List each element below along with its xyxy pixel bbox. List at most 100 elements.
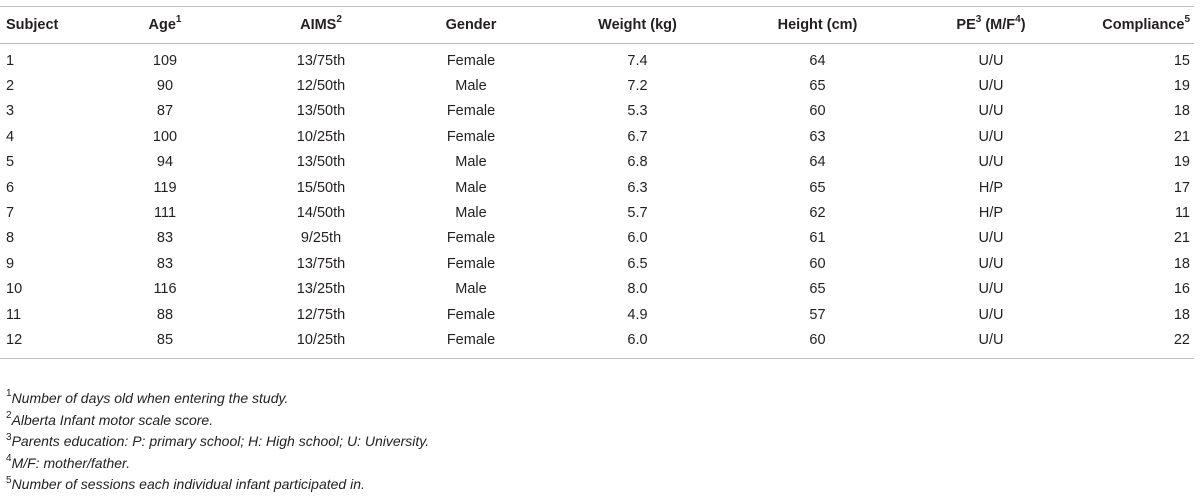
cell-compliance: 17 xyxy=(1173,179,1190,196)
cell-height: 64 xyxy=(809,52,826,69)
cell-compliance: 15 xyxy=(1173,52,1190,69)
cell-pe: U/U xyxy=(978,255,1004,272)
cell-aims: 14/50th xyxy=(296,205,346,222)
table-row: 6 119 15/50th Male 6.3 65 H/P 17 xyxy=(0,175,1194,200)
table-row: 9 83 13/75th Female 6.5 60 U/U 18 xyxy=(0,251,1194,276)
header-age: Age1 xyxy=(80,6,250,44)
cell-compliance: 18 xyxy=(1173,255,1190,272)
cell-compliance: 21 xyxy=(1173,128,1190,145)
cell-weight: 6.8 xyxy=(627,154,648,171)
footnote-mark: 2 xyxy=(6,409,12,421)
cell-pe: U/U xyxy=(978,128,1004,145)
cell-subject: 6 xyxy=(6,179,15,196)
cell-aims: 13/50th xyxy=(296,103,346,120)
cell-weight: 6.0 xyxy=(627,230,648,247)
cell-pe: U/U xyxy=(978,103,1004,120)
cell-compliance: 18 xyxy=(1173,103,1190,120)
cell-height: 57 xyxy=(809,306,826,323)
cell-weight: 4.9 xyxy=(627,306,648,323)
cell-gender: Male xyxy=(455,281,487,298)
cell-pe: U/U xyxy=(978,230,1004,247)
cell-subject: 4 xyxy=(6,128,15,145)
cell-pe: U/U xyxy=(978,52,1004,69)
cell-compliance: 19 xyxy=(1173,78,1190,95)
cell-aims: 12/75th xyxy=(296,306,346,323)
footnote-mark: 4 xyxy=(6,453,12,465)
header-weight: Weight (kg) xyxy=(550,6,725,44)
cell-gender: Female xyxy=(446,128,496,145)
footnote: 5Number of sessions each individual infa… xyxy=(6,474,429,496)
cell-pe: U/U xyxy=(978,281,1004,298)
cell-subject: 2 xyxy=(6,78,15,95)
table-row: 8 83 9/25th Female 6.0 61 U/U 21 xyxy=(0,226,1194,251)
cell-subject: 3 xyxy=(6,103,15,120)
cell-gender: Female xyxy=(446,52,496,69)
cell-age: 94 xyxy=(156,154,174,171)
cell-aims: 12/50th xyxy=(296,78,346,95)
cell-pe: U/U xyxy=(910,327,1072,359)
footnote-text: M/F: mother/father. xyxy=(11,454,131,471)
cell-weight: 6.7 xyxy=(627,128,648,145)
footnotes: 1Number of days old when entering the st… xyxy=(6,388,429,496)
cell-weight: 6.5 xyxy=(627,255,648,272)
cell-pe: H/P xyxy=(978,179,1004,196)
cell-aims: 13/75th xyxy=(296,52,346,69)
cell-age: 119 xyxy=(153,179,177,196)
header-gender: Gender xyxy=(392,6,550,44)
cell-gender: Male xyxy=(455,78,487,95)
footnote: 2Alberta Infant motor scale score. xyxy=(6,410,429,432)
cell-age: 111 xyxy=(153,205,177,222)
footnote-mark: 5 xyxy=(6,474,12,486)
cell-age: 87 xyxy=(156,103,174,120)
cell-weight: 6.3 xyxy=(627,179,648,196)
cell-gender: Male xyxy=(455,154,487,171)
table-row: 3 87 13/50th Female 5.3 60 U/U 18 xyxy=(0,99,1194,124)
cell-compliance: 21 xyxy=(1173,230,1190,247)
footnote: 3Parents education: P: primary school; H… xyxy=(6,431,429,453)
cell-pe: U/U xyxy=(978,154,1004,171)
cell-height: 60 xyxy=(725,327,910,359)
cell-age: 100 xyxy=(152,128,178,145)
header-subject: Subject xyxy=(0,6,80,44)
table-row: 7 111 14/50th Male 5.7 62 H/P 11 xyxy=(0,200,1194,225)
cell-pe: U/U xyxy=(978,306,1004,323)
cell-subject: 11 xyxy=(6,306,22,323)
table-row: 4 100 10/25th Female 6.7 63 U/U 21 xyxy=(0,124,1194,149)
cell-height: 62 xyxy=(809,205,826,222)
cell-gender: Female xyxy=(446,103,496,120)
cell-gender: Male xyxy=(455,179,487,196)
header-row: Subject Age1 AIMS2 Gender Weight (kg) He… xyxy=(0,6,1194,44)
footnote-text: Number of days old when entering the stu… xyxy=(11,390,289,406)
footnote-mark: 1 xyxy=(6,388,12,400)
cell-height: 65 xyxy=(809,281,826,298)
table-row: 1 109 13/75th Female 7.4 64 U/U 15 xyxy=(0,44,1194,74)
cell-compliance: 11 xyxy=(1174,205,1190,222)
cell-age: 85 xyxy=(80,327,250,359)
cell-aims: 15/50th xyxy=(296,179,346,196)
cell-subject: 9 xyxy=(6,255,15,272)
footnote: 1Number of days old when entering the st… xyxy=(6,388,429,410)
cell-weight: 5.3 xyxy=(627,103,648,120)
cell-gender: Female xyxy=(446,230,496,247)
header-pe: PE3 (M/F4) xyxy=(910,6,1072,44)
cell-subject: 12 xyxy=(0,327,80,359)
cell-gender: Female xyxy=(446,255,496,272)
cell-height: 63 xyxy=(809,128,826,145)
cell-age: 109 xyxy=(152,52,178,69)
table-row: 12 85 10/25th Female 6.0 60 U/U 22 xyxy=(0,327,1194,359)
cell-height: 64 xyxy=(809,154,826,171)
cell-age: 90 xyxy=(156,78,174,95)
cell-aims: 13/50th xyxy=(296,154,346,171)
cell-weight: 5.7 xyxy=(627,205,648,222)
cell-age: 83 xyxy=(156,255,174,272)
cell-gender: Male xyxy=(455,205,487,222)
cell-subject: 7 xyxy=(6,205,15,222)
cell-height: 65 xyxy=(809,179,826,196)
subjects-table: Subject Age1 AIMS2 Gender Weight (kg) He… xyxy=(0,6,1194,359)
cell-aims: 9/25th xyxy=(300,230,342,247)
cell-height: 60 xyxy=(809,255,826,272)
table-row: 10 116 13/25th Male 8.0 65 U/U 16 xyxy=(0,277,1194,302)
cell-aims: 13/75th xyxy=(296,255,346,272)
cell-height: 61 xyxy=(809,230,826,247)
cell-age: 83 xyxy=(156,230,174,247)
